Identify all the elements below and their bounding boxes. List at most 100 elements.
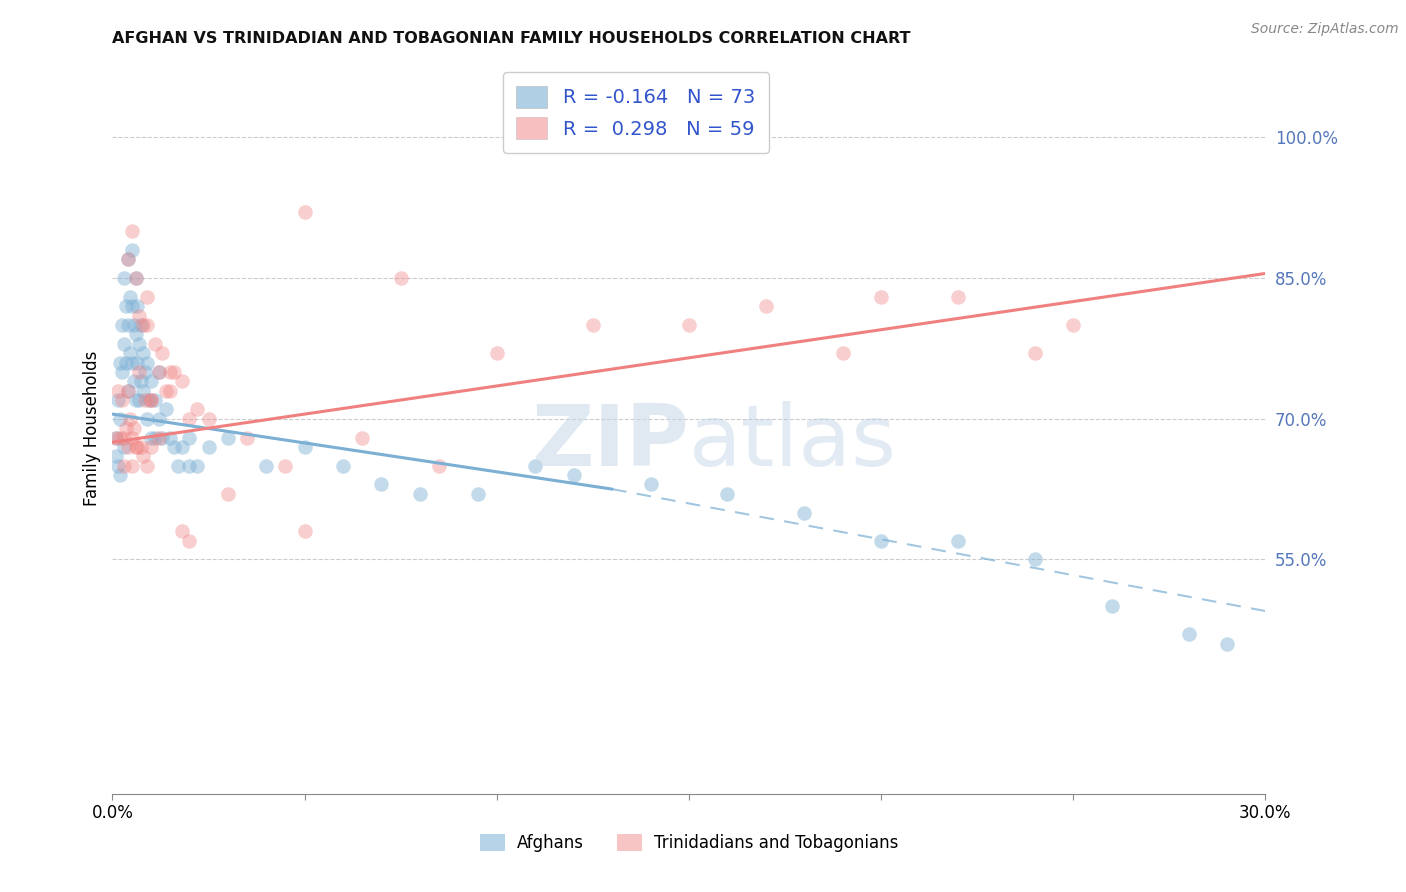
Point: [148, 411, 170, 425]
Point: [129, 374, 153, 388]
Point: [115, 421, 138, 435]
Point: [294, 205, 316, 219]
Point: [107, 458, 129, 473]
Point: [118, 346, 141, 360]
Point: [1101, 599, 1123, 614]
Point: [132, 450, 155, 464]
Point: [143, 431, 166, 445]
Point: [139, 392, 162, 407]
Point: [111, 365, 134, 379]
Point: [128, 365, 150, 379]
Point: [134, 392, 156, 407]
Point: [870, 533, 893, 548]
Y-axis label: Family Households: Family Households: [83, 351, 101, 506]
Point: [946, 290, 969, 304]
Point: [163, 440, 186, 454]
Point: [254, 458, 277, 473]
Point: [118, 411, 141, 425]
Text: atlas: atlas: [689, 401, 897, 484]
Point: [186, 402, 208, 417]
Point: [155, 384, 177, 398]
Point: [294, 440, 316, 454]
Point: [139, 440, 162, 454]
Point: [127, 355, 149, 369]
Point: [132, 346, 155, 360]
Point: [121, 431, 143, 445]
Point: [389, 271, 412, 285]
Point: [117, 384, 139, 398]
Point: [124, 271, 146, 285]
Text: Source: ZipAtlas.com: Source: ZipAtlas.com: [1251, 22, 1399, 37]
Point: [143, 336, 166, 351]
Point: [115, 355, 138, 369]
Point: [107, 392, 129, 407]
Point: [485, 346, 508, 360]
Point: [1062, 318, 1084, 332]
Point: [946, 533, 969, 548]
Point: [129, 440, 153, 454]
Point: [427, 458, 450, 473]
Point: [139, 392, 162, 407]
Point: [121, 243, 143, 257]
Point: [112, 440, 135, 454]
Point: [132, 384, 155, 398]
Point: [138, 392, 160, 407]
Point: [793, 506, 815, 520]
Point: [112, 271, 135, 285]
Point: [148, 365, 170, 379]
Point: [117, 318, 139, 332]
Point: [217, 431, 239, 445]
Point: [155, 402, 177, 417]
Point: [105, 431, 128, 445]
Point: [136, 411, 159, 425]
Point: [755, 299, 778, 313]
Point: [1024, 346, 1046, 360]
Point: [128, 309, 150, 323]
Point: [1024, 552, 1046, 566]
Point: [170, 440, 193, 454]
Point: [139, 374, 162, 388]
Point: [716, 487, 738, 501]
Point: [562, 468, 585, 483]
Point: [294, 524, 316, 539]
Point: [170, 524, 193, 539]
Point: [111, 318, 134, 332]
Point: [121, 355, 143, 369]
Point: [127, 440, 149, 454]
Point: [152, 346, 174, 360]
Point: [197, 411, 219, 425]
Point: [274, 458, 297, 473]
Point: [134, 365, 156, 379]
Point: [143, 392, 166, 407]
Point: [467, 487, 489, 501]
Point: [132, 318, 155, 332]
Point: [179, 411, 201, 425]
Point: [186, 458, 208, 473]
Point: [121, 458, 143, 473]
Point: [117, 252, 139, 267]
Point: [128, 336, 150, 351]
Legend: Afghans, Trinidadians and Tobagonians: Afghans, Trinidadians and Tobagonians: [474, 827, 904, 859]
Text: ZIP: ZIP: [531, 401, 689, 484]
Point: [159, 384, 181, 398]
Point: [236, 431, 259, 445]
Point: [166, 458, 188, 473]
Point: [409, 487, 432, 501]
Point: [105, 450, 128, 464]
Point: [170, 374, 193, 388]
Point: [117, 440, 139, 454]
Point: [159, 431, 181, 445]
Point: [127, 299, 149, 313]
Point: [152, 431, 174, 445]
Point: [179, 458, 201, 473]
Point: [129, 318, 153, 332]
Point: [870, 290, 893, 304]
Point: [582, 318, 605, 332]
Point: [112, 336, 135, 351]
Point: [122, 318, 145, 332]
Point: [148, 365, 170, 379]
Point: [139, 431, 162, 445]
Point: [640, 477, 662, 491]
Point: [108, 431, 131, 445]
Point: [124, 392, 146, 407]
